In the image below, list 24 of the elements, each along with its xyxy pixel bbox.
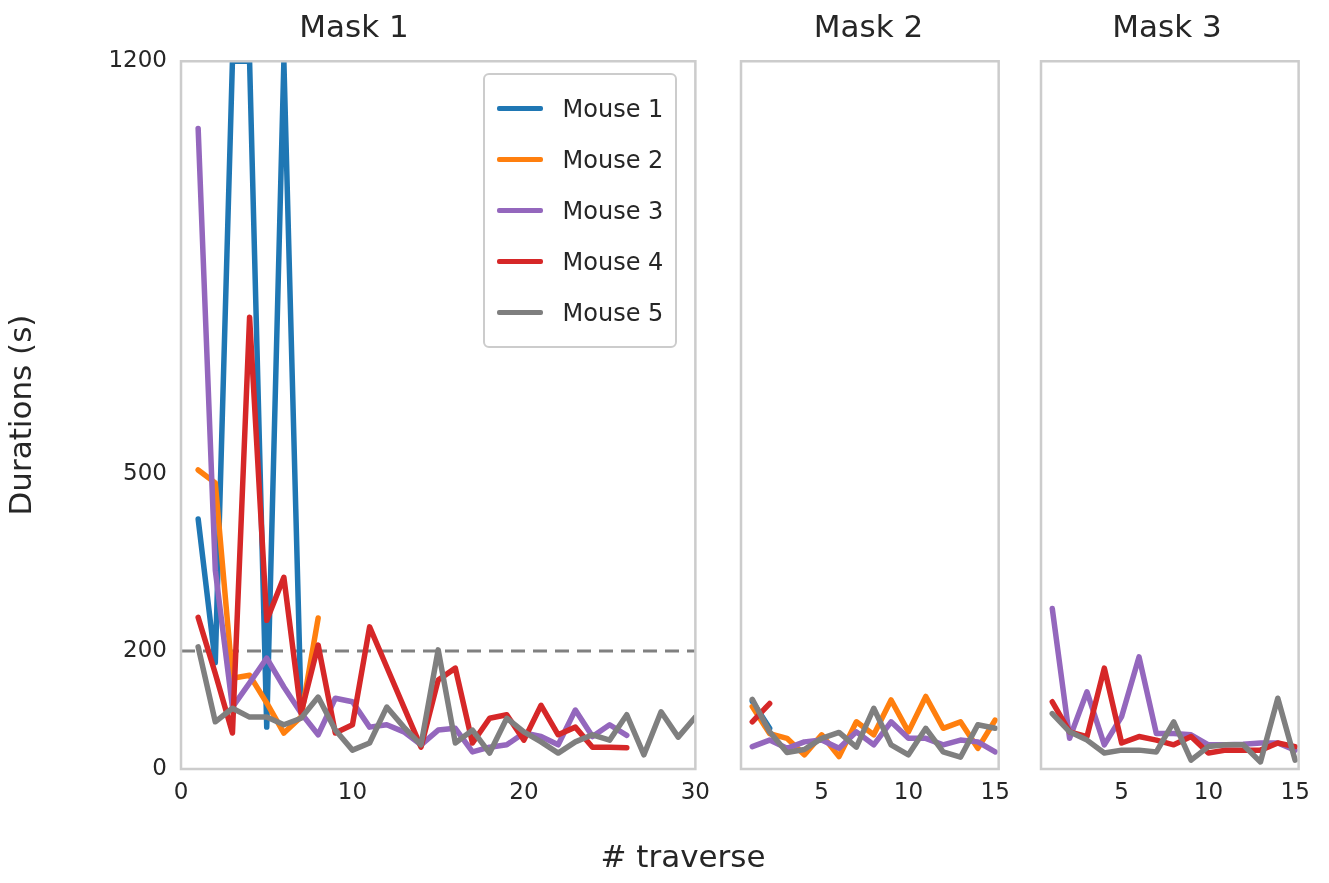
y-tick-label: 200 (123, 636, 167, 662)
y-axis-title: Durations (s) (1, 314, 38, 516)
x-tick-label: 20 (509, 777, 539, 804)
x-tick-label: 30 (680, 777, 711, 804)
y-tick-label: 1200 (108, 46, 167, 73)
x-tick-label: 5 (814, 777, 829, 804)
x-tick-label: 5 (1114, 777, 1129, 804)
legend-label: Mouse 5 (562, 298, 664, 327)
x-axis-title: # traverse (600, 838, 766, 874)
y-tick-label: 500 (123, 459, 167, 486)
y-tick-label: 0 (152, 753, 167, 780)
x-tick-label: 10 (337, 777, 368, 804)
x-tick-label: 15 (980, 777, 1010, 804)
chart-title: Mask 2 (813, 7, 924, 44)
legend-label: Mouse 1 (562, 94, 664, 123)
x-tick-label: 10 (1193, 777, 1224, 804)
chart-title: Mask 1 (299, 7, 409, 44)
x-tick-label: 10 (893, 777, 924, 804)
legend-label: Mouse 2 (562, 145, 664, 174)
legend-label: Mouse 3 (562, 196, 664, 225)
legend-label: Mouse 4 (562, 247, 664, 276)
chart-title: Mask 3 (1112, 7, 1222, 44)
x-tick-label: 15 (1280, 777, 1310, 804)
x-tick-label: 0 (173, 777, 189, 804)
